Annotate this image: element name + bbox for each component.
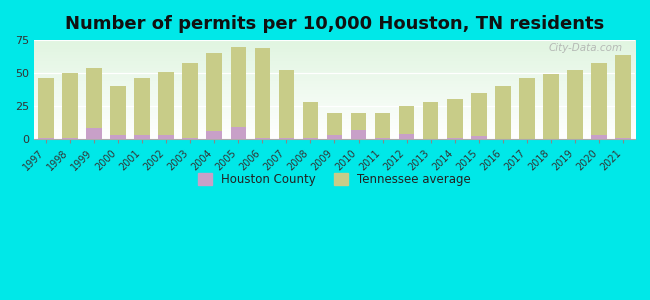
Bar (375, 112, 391, 139)
Bar (591, 62, 606, 139)
Title: Number of permits per 10,000 Houston, TN residents: Number of permits per 10,000 Houston, TN… (65, 15, 604, 33)
Bar (62, 73, 78, 139)
Bar (279, 70, 294, 139)
Bar (303, 102, 318, 139)
Bar (615, 55, 630, 139)
Bar (231, 127, 246, 139)
Bar (38, 78, 54, 139)
Bar (399, 106, 415, 139)
Bar (183, 138, 198, 139)
Bar (423, 102, 439, 139)
Legend: Houston County, Tennessee average: Houston County, Tennessee average (193, 168, 476, 190)
Bar (86, 68, 102, 139)
Bar (255, 48, 270, 139)
Bar (207, 131, 222, 139)
Bar (303, 138, 318, 139)
Bar (183, 62, 198, 139)
Bar (471, 93, 487, 139)
Bar (543, 74, 558, 139)
Bar (279, 138, 294, 139)
Bar (447, 138, 463, 139)
Bar (159, 72, 174, 139)
Bar (591, 135, 606, 139)
Bar (231, 47, 246, 139)
Bar (327, 112, 343, 139)
Bar (38, 138, 54, 139)
Bar (615, 138, 630, 139)
Bar (447, 99, 463, 139)
Bar (111, 135, 126, 139)
Bar (62, 138, 78, 139)
Bar (519, 78, 535, 139)
Bar (327, 135, 343, 139)
Bar (255, 138, 270, 139)
Bar (159, 135, 174, 139)
Bar (399, 134, 415, 139)
Bar (86, 128, 102, 139)
Bar (135, 135, 150, 139)
Bar (207, 53, 222, 139)
Bar (351, 112, 367, 139)
Bar (111, 86, 126, 139)
Bar (471, 136, 487, 139)
Bar (351, 130, 367, 139)
Bar (375, 138, 391, 139)
Bar (495, 86, 511, 139)
Bar (567, 70, 582, 139)
Bar (135, 78, 150, 139)
Text: City-Data.com: City-Data.com (549, 43, 623, 53)
